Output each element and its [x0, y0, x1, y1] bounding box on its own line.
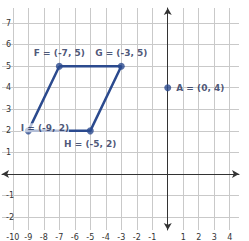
svg-text:4: 4: [227, 233, 232, 241]
svg-text:2: 2: [196, 233, 201, 241]
svg-text:-1: -1: [148, 233, 156, 241]
svg-text:I = (-9, 2): I = (-9, 2): [21, 123, 69, 133]
svg-text:F = (-7, 5): F = (-7, 5): [34, 48, 85, 58]
svg-text:-5: -5: [86, 233, 94, 241]
svg-text:4: 4: [6, 83, 11, 92]
svg-text:-8: -8: [40, 233, 48, 241]
svg-text:H = (-5, 2): H = (-5, 2): [64, 139, 116, 149]
svg-text:3: 3: [212, 233, 217, 241]
svg-text:A = (0, 4): A = (0, 4): [176, 83, 224, 93]
svg-text:2: 2: [6, 126, 11, 135]
svg-text:-1: -1: [6, 191, 14, 200]
svg-text:7: 7: [6, 19, 11, 28]
svg-text:-10: -10: [6, 233, 19, 241]
svg-text:G = (-3, 5): G = (-3, 5): [95, 48, 147, 58]
svg-text:-2: -2: [6, 213, 14, 222]
svg-text:1: 1: [6, 148, 11, 157]
svg-text:-3: -3: [117, 233, 125, 241]
svg-text:-4: -4: [102, 233, 110, 241]
svg-text:-6: -6: [71, 233, 79, 241]
svg-text:6: 6: [6, 40, 11, 49]
svg-text:1: 1: [181, 233, 186, 241]
svg-text:3: 3: [6, 105, 11, 114]
svg-text:-2: -2: [133, 233, 141, 241]
svg-text:5: 5: [6, 62, 11, 71]
svg-text:-9: -9: [24, 233, 32, 241]
svg-text:-7: -7: [55, 233, 63, 241]
